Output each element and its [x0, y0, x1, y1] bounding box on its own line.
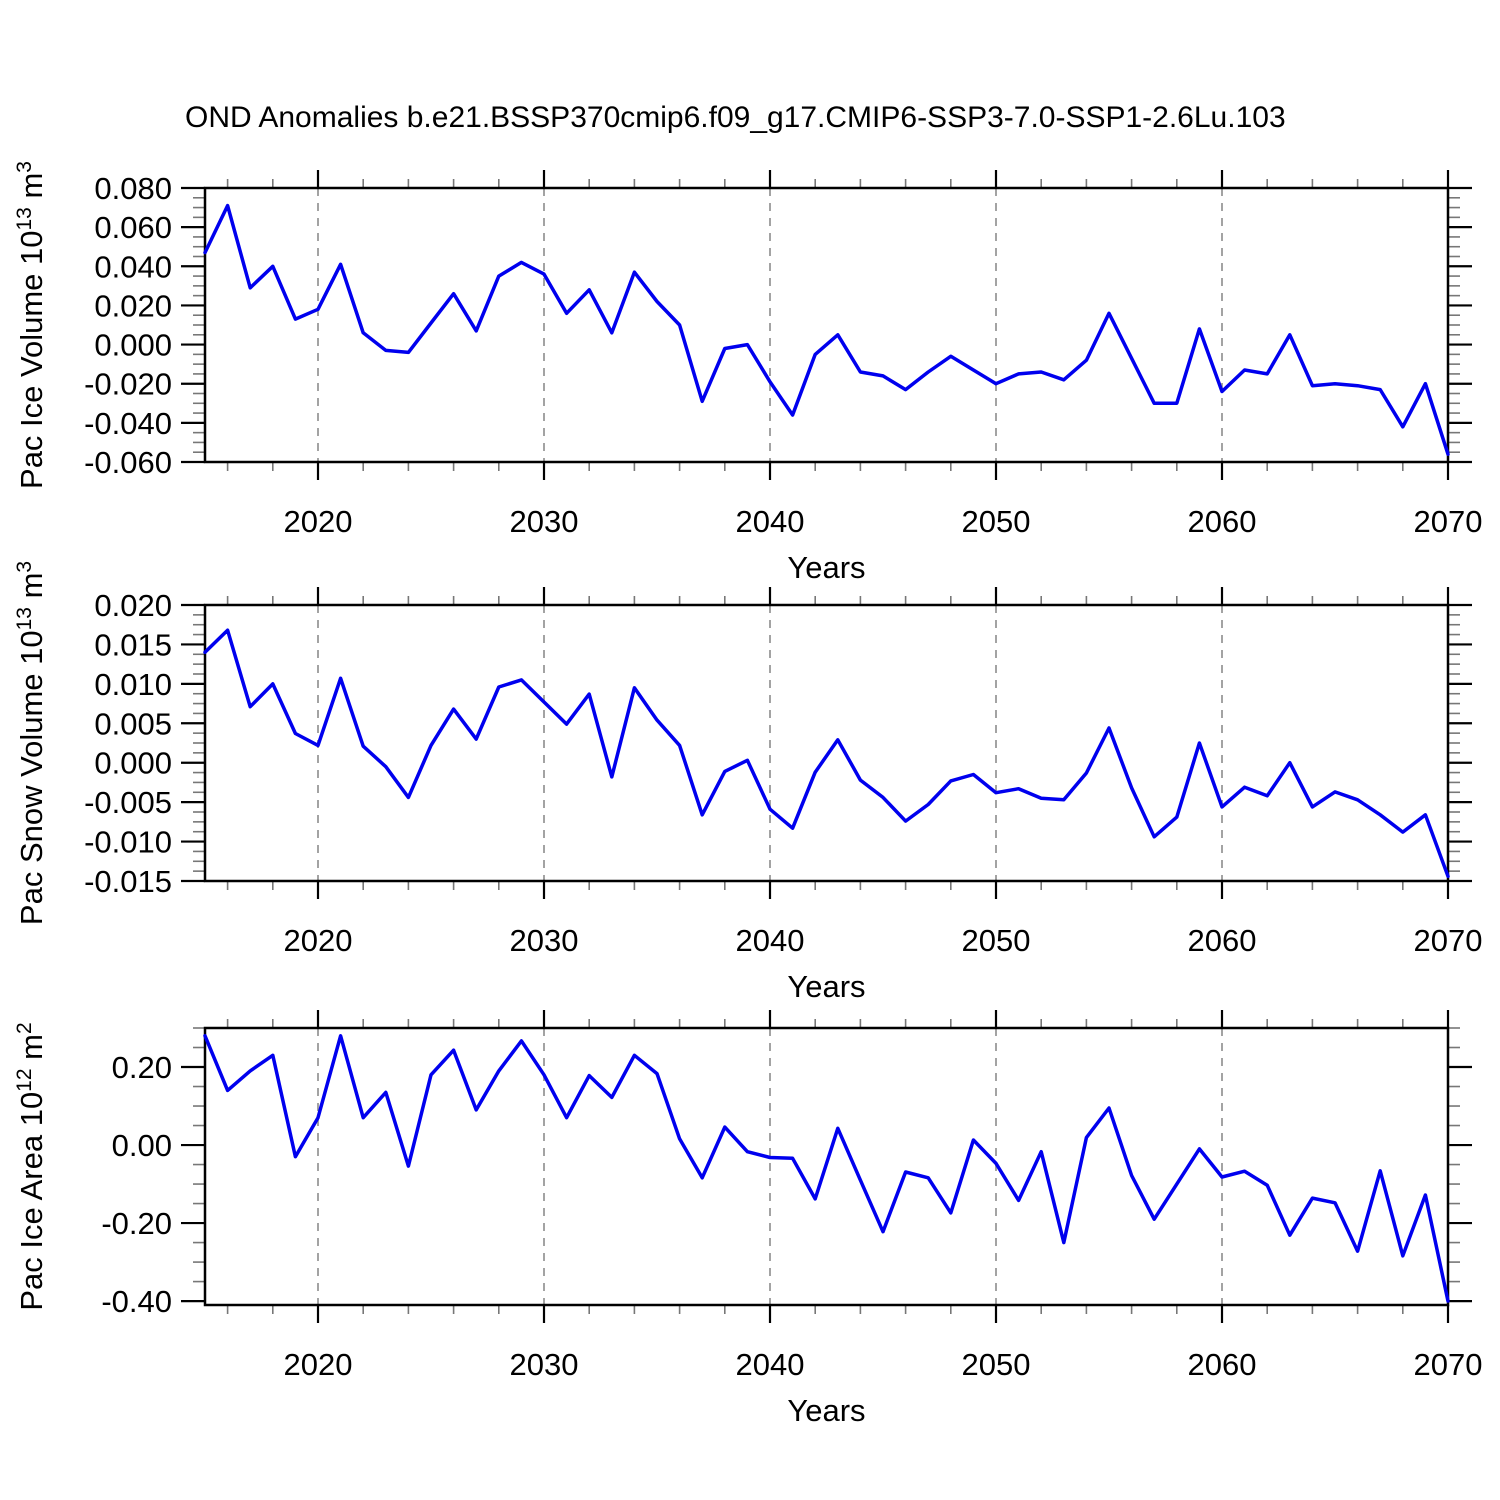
x-tick-label: 2060	[1188, 1347, 1257, 1382]
y-tick-label: 0.010	[94, 667, 172, 702]
y-tick-label: -0.040	[84, 406, 172, 441]
x-tick-label: 2030	[510, 504, 579, 539]
x-tick-label: 2050	[962, 1347, 1031, 1382]
x-tick-label: 2020	[284, 923, 353, 958]
x-tick-label: 2040	[736, 504, 805, 539]
y-tick-label: -0.005	[84, 785, 172, 820]
x-tick-label: 2020	[284, 1347, 353, 1382]
x-tick-label: 2040	[736, 1347, 805, 1382]
y-tick-label: 0.015	[94, 627, 172, 662]
panel-1: 2020 2030 2040 2050 2060 2070 0.080 0.060 0.040 0…	[13, 161, 1482, 585]
y-axis-title: Pac Ice Area 1012 m2	[13, 1022, 49, 1310]
x-tick-label: 2070	[1414, 1347, 1483, 1382]
x-tick-label: 2030	[510, 923, 579, 958]
y-tick-label: -0.015	[84, 864, 172, 899]
x-tick-label: 2050	[962, 923, 1031, 958]
figure-title: OND Anomalies b.e21.BSSP370cmip6.f09_g17…	[185, 101, 1286, 134]
y-axis-title: Pac Ice Volume 1013 m3	[13, 161, 49, 489]
x-tick-label: 2060	[1188, 923, 1257, 958]
x-tick-label: 2030	[510, 1347, 579, 1382]
y-tick-label: 0.020	[94, 288, 172, 323]
x-tick-label: 2040	[736, 923, 805, 958]
y-tick-label: 0.20	[112, 1050, 172, 1085]
plot-frame	[203, 186, 1450, 464]
x-axis-title: Years	[787, 1393, 865, 1428]
x-tick-label: 2020	[284, 504, 353, 539]
x-axis-title: Years	[787, 969, 865, 1004]
series-line	[203, 203, 1450, 456]
plot-frame	[203, 1026, 1450, 1307]
y-tick-label: -0.060	[84, 445, 172, 480]
y-tick-label: 0.000	[94, 328, 172, 363]
y-tick-label: 0.00	[112, 1128, 172, 1163]
x-tick-label: 2060	[1188, 504, 1257, 539]
y-tick-label: -0.020	[84, 367, 172, 402]
y-tick-label: -0.40	[101, 1284, 172, 1319]
y-tick-label: 0.060	[94, 210, 172, 245]
panel-2: 2020 2030 2040 2050 2060 2070 0.020 0.015 0.010 0…	[13, 561, 1482, 1004]
x-tick-label: 2070	[1414, 923, 1483, 958]
y-tick-label: -0.010	[84, 825, 172, 860]
y-tick-label: -0.20	[101, 1206, 172, 1241]
y-tick-label: 0.040	[94, 249, 172, 284]
plot-frame	[203, 603, 1450, 883]
panel-3: 2020 2030 2040 2050 2060 2070 0.20 0.00 -0.20 -0.…	[13, 1010, 1482, 1428]
y-tick-label: 0.080	[94, 171, 172, 206]
x-tick-label: 2050	[962, 504, 1031, 539]
x-axis-title: Years	[787, 550, 865, 585]
y-tick-label: 0.020	[94, 588, 172, 623]
x-tick-label: 2070	[1414, 504, 1483, 539]
series-line	[203, 1034, 1450, 1303]
series-line	[203, 628, 1450, 879]
y-axis-title: Pac Snow Volume 1013 m3	[13, 561, 49, 925]
y-tick-label: 0.005	[94, 706, 172, 741]
y-tick-label: 0.000	[94, 746, 172, 781]
